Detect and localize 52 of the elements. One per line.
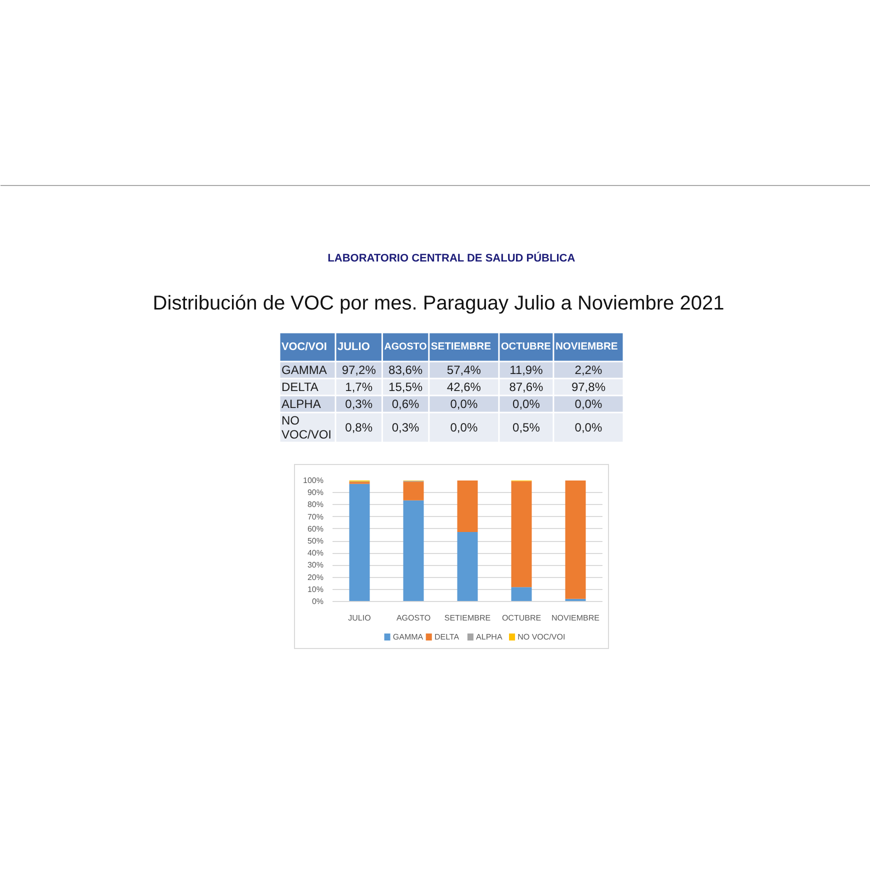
x-tick-label: AGOSTO [396, 614, 431, 622]
chart-title: Distribución de VOC por mes. Paraguay Julio a Noviembre 2021 [152, 292, 724, 314]
category-label: JULIO [338, 341, 370, 353]
text: GAMMA [282, 363, 327, 377]
data-label: 97,2% [342, 363, 376, 377]
data-label: 2,2% [574, 363, 602, 377]
data-label: 15,5% [388, 380, 423, 394]
legend-label: NO VOC/VOI [518, 632, 566, 642]
legend-label: GAMMA [392, 632, 424, 642]
data-label: 87,6% [509, 380, 544, 394]
data-label: 0,5% [512, 420, 540, 434]
data-label: 42,6% [446, 380, 482, 394]
data-label: 83,6% [388, 363, 423, 377]
y-tick-label: 80% [307, 500, 324, 510]
data-label: 0,0% [574, 397, 602, 411]
y-tick-label: 0% [312, 597, 324, 606]
data-label: 0,3% [345, 397, 373, 411]
y-tick-label: 20% [307, 572, 324, 582]
category-label: NOVIEMBRE [555, 342, 618, 352]
data-label: 0,0% [574, 420, 602, 434]
y-tick-label: 60% [307, 524, 324, 534]
data-label: 11,9% [510, 363, 544, 377]
y-tick-label: 30% [307, 560, 324, 570]
data-label: 57,4% [446, 363, 482, 377]
text: ALPHA [282, 397, 321, 411]
x-tick-label: OCTUBRE [502, 614, 542, 622]
legend-label: DELTA [434, 632, 460, 642]
x-tick-label: JULIO [348, 614, 371, 622]
y-tick-label: 50% [307, 536, 324, 546]
text: NO VOC/VOI [282, 414, 332, 442]
category-label: AGOSTO [384, 342, 427, 352]
data-label: 0,3% [392, 420, 420, 434]
data-label: 0,0% [512, 397, 540, 411]
data-label: 0,0% [450, 397, 478, 411]
y-tick-label: 10% [307, 584, 324, 594]
category-label: OCTUBRE [500, 342, 551, 352]
y-tick-label: 40% [307, 548, 324, 558]
data-label: 0,8% [345, 420, 373, 434]
data-label: 97,8% [571, 380, 606, 394]
text: DELTA [282, 380, 318, 394]
y-tick-label: 70% [307, 512, 324, 522]
x-tick-label: SETIEMBRE [444, 614, 491, 622]
y-tick-label: 100% [303, 476, 324, 485]
text: LABORATORIO CENTRAL DE SALUD PÚBLICA [328, 252, 576, 264]
data-label: 0,6% [392, 397, 420, 411]
data-label: 0,0% [450, 420, 478, 434]
category-label: SETIEMBRE [430, 342, 491, 352]
text: VOC/VOI [282, 341, 327, 353]
x-tick-label: NOVIEMBRE [551, 614, 600, 622]
data-label: 1,7% [345, 380, 373, 394]
y-tick-label: 90% [307, 488, 324, 498]
legend-label: ALPHA [476, 632, 503, 642]
